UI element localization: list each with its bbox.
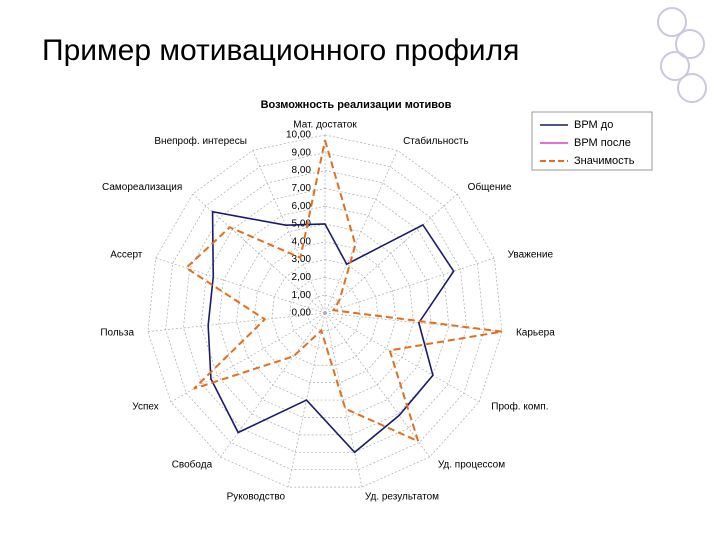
spoke: [220, 312, 326, 458]
spoke: [324, 150, 398, 314]
spoke: [252, 150, 326, 314]
spoke: [324, 312, 503, 332]
series-line: [207, 210, 455, 454]
tick-label: 10,00: [286, 130, 311, 141]
tick-label: 3,00: [292, 254, 312, 265]
spoke: [324, 257, 495, 314]
spoke: [324, 312, 363, 488]
grid-ring: [218, 205, 432, 418]
category-label: Внепроф. интересы: [154, 135, 247, 147]
category-label: Руководство: [227, 492, 286, 503]
tick-label: 0,00: [292, 308, 312, 319]
category-label: Успех: [132, 402, 158, 413]
tick-label: 9,00: [292, 147, 312, 158]
category-label: Уд. процессом: [438, 460, 505, 471]
slide-title: Пример мотивационного профиля: [42, 34, 519, 67]
category-label: Стабильность: [403, 135, 468, 147]
legend-label: Значимость: [574, 155, 635, 167]
chart-title: Возможность реализации мотивов: [261, 99, 452, 111]
grid-ring: [183, 170, 467, 453]
tick-label: 2,00: [292, 272, 312, 283]
series-line: [184, 140, 503, 443]
grid-ring: [289, 277, 361, 349]
decor-circles: [657, 7, 707, 103]
category-label: Проф. комп.: [491, 401, 548, 413]
category-label: Ассерт: [110, 250, 143, 261]
spoke: [147, 312, 326, 332]
category-label: Самореализация: [102, 182, 182, 193]
legend-label: ВРМ до: [574, 119, 613, 131]
spoke: [324, 312, 430, 458]
category-label: Карьера: [516, 327, 555, 338]
grid-ring: [200, 188, 450, 436]
category-label: Общение: [468, 181, 512, 193]
category-label: Уд. результатом: [365, 492, 439, 503]
category-label: Польза: [100, 327, 134, 338]
spoke: [155, 257, 326, 314]
grid-ring: [271, 259, 379, 366]
category-label: Уважение: [508, 250, 554, 261]
tick-label: 1,00: [292, 290, 312, 301]
spoke: [192, 193, 326, 314]
grid-ring: [147, 134, 503, 488]
legend-label: ВРМ после: [574, 137, 631, 149]
grid-ring: [165, 152, 485, 471]
spoke: [324, 193, 458, 314]
category-label: Мат. достаток: [293, 120, 357, 131]
tick-label: 4,00: [292, 236, 312, 247]
grid-ring: [306, 294, 344, 331]
grid-ring: [236, 223, 414, 401]
category-label: Свобода: [172, 459, 213, 471]
spoke: [324, 312, 480, 403]
tick-label: 6,00: [292, 201, 312, 212]
tick-label: 8,00: [292, 165, 312, 176]
tick-label: 7,00: [292, 183, 312, 194]
